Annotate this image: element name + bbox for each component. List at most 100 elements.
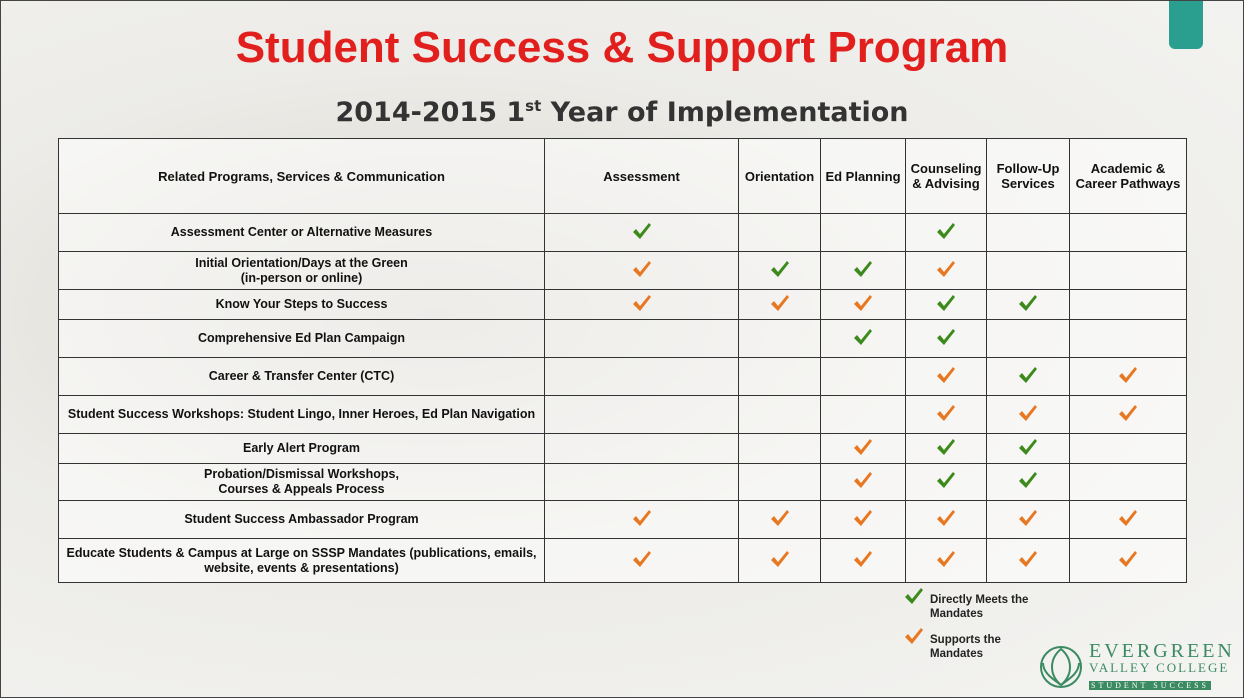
check-mark: [905, 588, 923, 604]
cell: [986, 251, 1070, 290]
cell: [544, 433, 739, 464]
row-label-line: Educate Students & Campus at Large on SS…: [66, 545, 537, 575]
check-mark: [937, 438, 955, 455]
cell: [544, 213, 739, 252]
row-label: Comprehensive Ed Plan Campaign: [58, 319, 545, 358]
row-label-line: Student Success Ambassador Program: [184, 512, 419, 526]
table-row: Know Your Steps to Success: [58, 289, 1187, 320]
check-mark: [770, 260, 789, 277]
check-shape: [770, 550, 789, 567]
check-mark: [632, 550, 651, 567]
check-shape: [1019, 294, 1037, 311]
cell: [820, 319, 906, 358]
check-mark: [1119, 366, 1137, 383]
check-shape: [854, 550, 872, 567]
check-mark: [854, 509, 872, 526]
cell: [738, 433, 821, 464]
check-shape: [905, 628, 923, 644]
check-mark: [854, 472, 872, 488]
check-mark: [1019, 294, 1037, 311]
check-mark: [937, 294, 955, 311]
cell: [738, 213, 821, 252]
row-label-line: Assessment Center or Alternative Measure…: [170, 225, 433, 239]
check-shape: [632, 260, 651, 277]
check-shape: [1119, 404, 1137, 421]
check-shape: [770, 509, 789, 526]
cell: [738, 463, 821, 501]
legend-label: Directly Meets the Mandates: [930, 594, 1029, 620]
row-label-line: Courses & Appeals Process: [218, 482, 385, 496]
check-shape: [937, 260, 955, 277]
tab-decoration: [1169, 1, 1203, 49]
cell: [905, 395, 987, 434]
check-mark: [937, 260, 955, 277]
table-row: Probation/Dismissal Workshops, Courses & …: [58, 463, 1187, 501]
cell: [544, 500, 739, 539]
cell: [544, 251, 739, 290]
check-shape: [854, 509, 872, 526]
logo: EVERGREEN VALLEY COLLEGE STUDENT SUCCESS: [1039, 641, 1239, 693]
row-label-line: Career & Transfer Center (CTC): [208, 369, 395, 383]
row-label: Educate Students & Campus at Large on SS…: [58, 538, 545, 583]
check-shape: [1019, 472, 1037, 488]
table-row: Early Alert Program: [58, 433, 1187, 464]
table: Related Programs, Services & Communicati…: [58, 138, 1187, 583]
cell: [986, 357, 1070, 396]
check-mark: [1019, 366, 1037, 383]
cell: [820, 463, 906, 501]
legend: Directly Meets the Mandates Supports the …: [904, 587, 1054, 667]
header-cell: Ed Planning: [820, 138, 906, 214]
cell: [820, 433, 906, 464]
check-shape: [1119, 550, 1137, 567]
check-mark: [854, 328, 872, 345]
check-mark: [770, 509, 789, 526]
cell: [544, 357, 739, 396]
table-row: Educate Students & Campus at Large on SS…: [58, 538, 1187, 583]
check-mark: [770, 294, 789, 311]
cell: [1069, 463, 1187, 501]
table-row: Assessment Center or Alternative Measure…: [58, 213, 1187, 252]
row-label-line: Early Alert Program: [243, 441, 360, 455]
check-mark: [937, 328, 955, 345]
cell: [738, 357, 821, 396]
subtitle-text: 2014-2015 1: [335, 97, 526, 128]
check-shape: [1119, 509, 1137, 526]
check-mark: [854, 550, 872, 567]
check-mark: [937, 404, 955, 421]
check-shape: [1019, 404, 1037, 421]
check-shape: [854, 438, 872, 455]
cell: [986, 500, 1070, 539]
cell: [1069, 319, 1187, 358]
check-mark: [1119, 509, 1137, 526]
check-shape: [1019, 366, 1037, 383]
check-shape: [937, 222, 955, 239]
title: Student Success & Support Program: [235, 23, 1009, 72]
check-mark: [854, 438, 872, 455]
check-mark: [1019, 472, 1037, 488]
row-label: Initial Orientation/Days at the Green (in…: [58, 251, 545, 290]
cell: [1069, 213, 1187, 252]
row-label: Know Your Steps to Success: [58, 289, 545, 320]
cell: [738, 319, 821, 358]
cell: [820, 395, 906, 434]
check-shape: [937, 294, 955, 311]
check-shape: [937, 328, 955, 345]
row-label: Probation/Dismissal Workshops, Courses & …: [58, 463, 545, 501]
check-mark: [770, 550, 789, 567]
cell: [986, 319, 1070, 358]
header-cell: Assessment: [544, 138, 739, 214]
check-mark: [854, 294, 872, 311]
check-shape: [632, 294, 651, 311]
row-label-line: Comprehensive Ed Plan Campaign: [198, 331, 405, 345]
cell: [820, 289, 906, 320]
cell: [738, 251, 821, 290]
check-shape: [937, 550, 955, 567]
check-shape: [937, 366, 955, 383]
row-label: Student Success Ambassador Program: [58, 500, 545, 539]
logo-tag: STUDENT SUCCESS: [1089, 681, 1211, 690]
cell: [1069, 251, 1187, 290]
cell: [986, 395, 1070, 434]
check-mark: [1119, 404, 1137, 421]
row-label-line: Student Success Workshops: Student Lingo…: [67, 407, 536, 421]
